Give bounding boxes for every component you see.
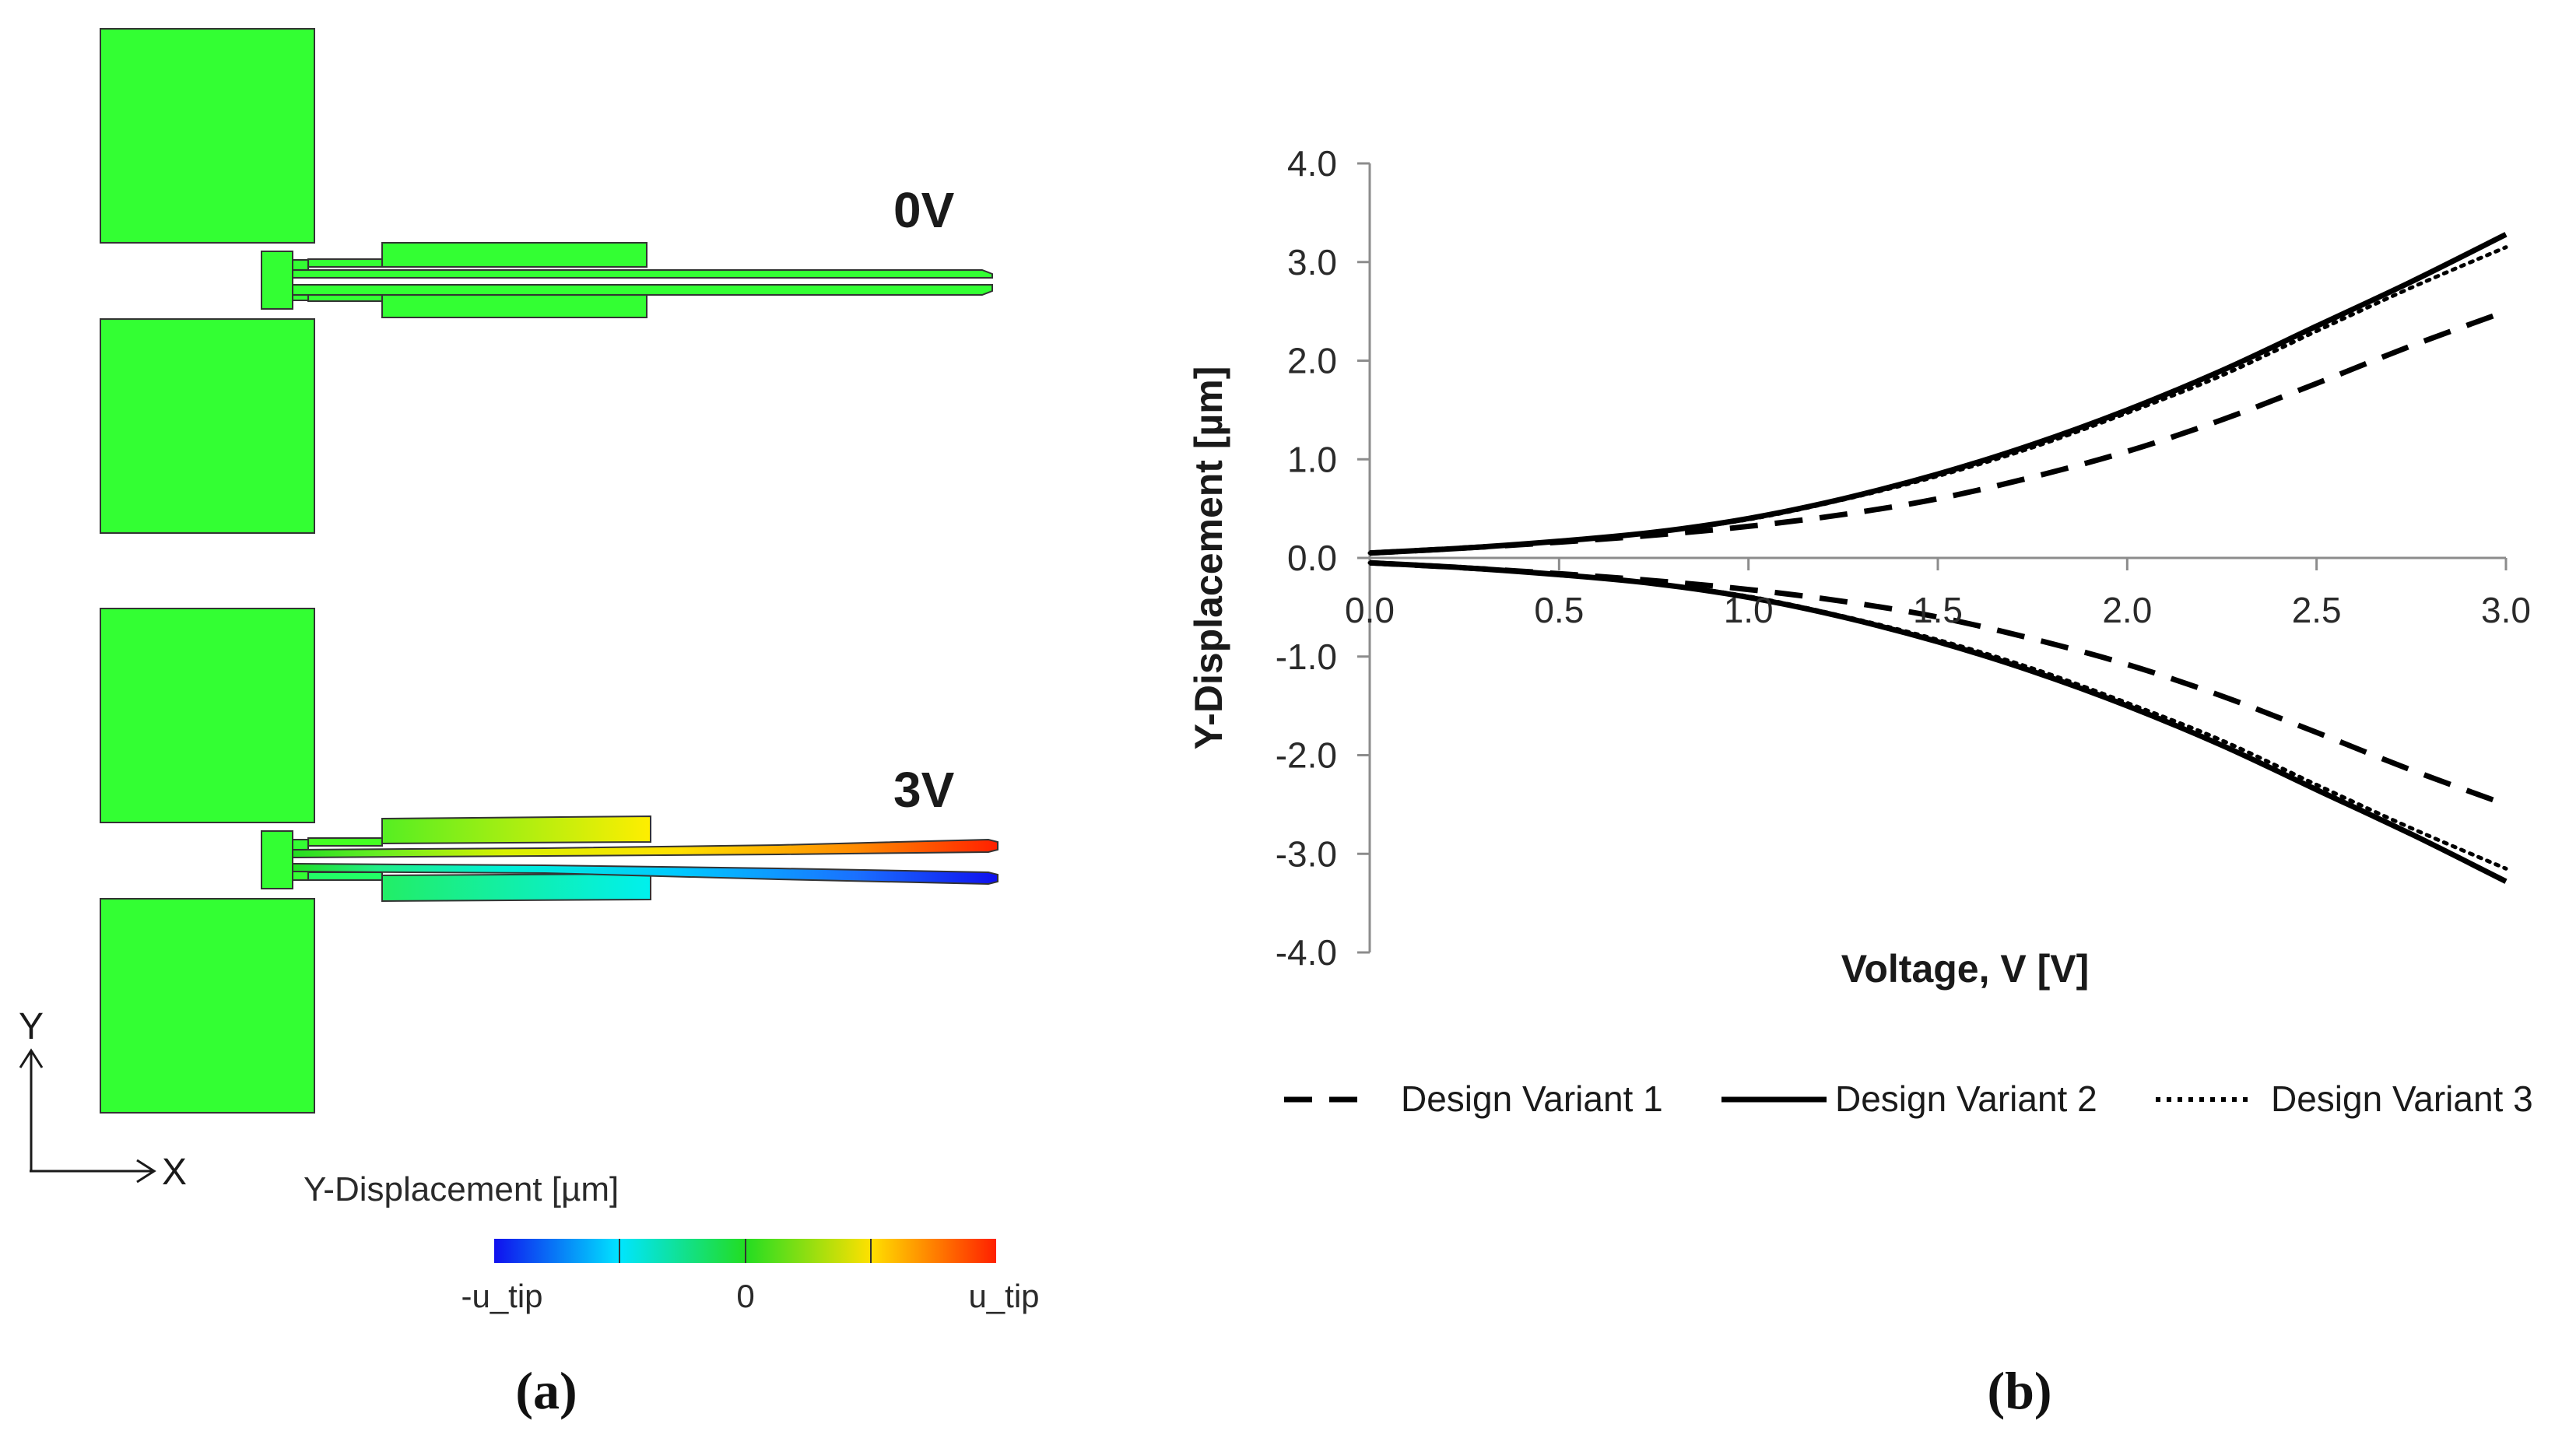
panel-a-caption: (a) xyxy=(515,1361,577,1420)
beam-lower xyxy=(292,284,993,296)
flexure-arm-upper xyxy=(307,258,383,268)
y-tick-label: -1.0 xyxy=(1276,637,1337,677)
x-tick-marks xyxy=(1368,558,2508,570)
anchor-pad-top xyxy=(100,28,315,244)
x-axis-title: Voltage, V [V] xyxy=(1841,947,2090,991)
beam-lower-deflected xyxy=(292,862,998,886)
y-tick-marks xyxy=(1357,162,1370,954)
x-tick-label: 2.0 xyxy=(2102,590,2152,630)
colorbar-dividers xyxy=(619,1239,872,1263)
y-tick-label: 2.0 xyxy=(1287,341,1337,381)
y-tick-label: -3.0 xyxy=(1276,833,1337,874)
flexure-arm-lower xyxy=(307,872,383,881)
panel-a: 0V 3V Y X Y-Displacement [µm] xyxy=(19,28,1040,1420)
device-0v xyxy=(100,28,993,534)
panel-b-caption: (b) xyxy=(1987,1361,2051,1420)
x-tick-labels: 0.0 0.5 1.0 1.5 2.0 2.5 3.0 xyxy=(1345,590,2531,630)
y-tick-label: 1.0 xyxy=(1287,439,1337,479)
device-3v xyxy=(100,608,998,1114)
legend-label-variant-2: Design Variant 2 xyxy=(1835,1078,2097,1119)
beam-upper xyxy=(292,269,993,279)
chart-legend: Design Variant 1 Design Variant 2 Design… xyxy=(1284,1078,2533,1119)
series-line-design-variant-2-positive xyxy=(1369,232,2508,556)
actuator-bar-lower xyxy=(381,293,648,318)
actuator-bar-upper xyxy=(381,815,651,845)
x-tick-label: 1.5 xyxy=(1913,590,1963,630)
series-line-design-variant-1-positive xyxy=(1369,308,2508,556)
series-lines xyxy=(1367,232,2508,884)
x-tick-label: 3.0 xyxy=(2481,590,2531,630)
y-axis-title: Y-Displacement [µm] xyxy=(1187,367,1230,750)
state-label-3v: 3V xyxy=(893,762,955,818)
y-tick-label: -4.0 xyxy=(1276,932,1337,973)
series-line-design-variant-3-positive xyxy=(1367,245,2508,556)
axis-label-y: Y xyxy=(19,1006,44,1047)
actuator-bar-lower xyxy=(381,872,651,903)
coordinate-axes xyxy=(19,1048,156,1184)
anchor-block xyxy=(261,830,293,889)
state-label-0v: 0V xyxy=(893,182,955,238)
connector-upper xyxy=(292,259,309,272)
y-arrowhead xyxy=(19,1048,44,1068)
x-tick-label: 1.0 xyxy=(1724,590,1774,630)
colorbar-title: Y-Displacement [µm] xyxy=(304,1170,619,1208)
colorbar-max-label: u_tip xyxy=(968,1278,1039,1314)
x-tick-label: 0.5 xyxy=(1534,590,1584,630)
series-line-design-variant-3-negative xyxy=(1367,560,2508,871)
legend-label-variant-1: Design Variant 1 xyxy=(1401,1078,1663,1119)
colorbar-min-label: -u_tip xyxy=(461,1278,542,1314)
flexure-arm-upper xyxy=(307,837,383,847)
y-tick-label: 0.0 xyxy=(1287,538,1337,578)
y-tick-label: -2.0 xyxy=(1276,735,1337,776)
y-tick-label: 4.0 xyxy=(1287,143,1337,184)
x-tick-label: 2.5 xyxy=(2292,590,2342,630)
y-tick-labels: 4.0 3.0 2.0 1.0 0.0 -1.0 -2.0 -3.0 -4.0 xyxy=(1276,143,1337,973)
anchor-pad-top xyxy=(100,608,315,823)
anchor-pad-bottom xyxy=(100,898,315,1114)
colorbar-mid-label: 0 xyxy=(736,1278,754,1314)
anchor-block xyxy=(261,251,293,310)
anchor-pad-bottom xyxy=(100,318,315,534)
chart-panel-b: 4.03.02.01.00.0-1.0-2.0-3.0-4.0 0.0 0.5 1.… xyxy=(1187,143,2533,1420)
x-arrowhead xyxy=(136,1159,156,1184)
legend-label-variant-3: Design Variant 3 xyxy=(2271,1078,2533,1119)
y-tick-label: 3.0 xyxy=(1287,242,1337,282)
axis-label-x: X xyxy=(162,1152,187,1193)
actuator-bar-upper xyxy=(381,242,648,268)
x-tick-label: 0.0 xyxy=(1345,590,1395,630)
beam-upper-deflected xyxy=(292,838,998,859)
